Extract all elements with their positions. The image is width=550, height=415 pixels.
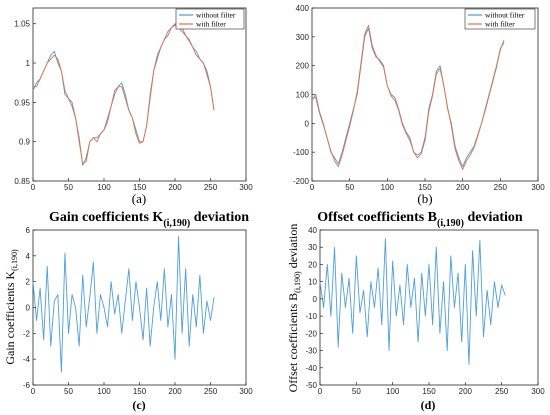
chart-a-yticks: 0.85 0.9 0.95 1 1.05	[14, 20, 36, 186]
y-tick-label: 0	[26, 304, 31, 313]
y-tick-label: 20	[308, 260, 317, 269]
chart-d-xticks: 0 50 100 150 200 250 300	[318, 382, 545, 396]
chart-c-caption: (c)	[132, 398, 145, 412]
chart-b-axes	[311, 7, 539, 182]
y-tick-label: 0	[313, 295, 318, 304]
y-tick-label: -50	[305, 381, 317, 390]
series-line-series-0	[32, 236, 215, 373]
legend-label-without-filter: without filter	[485, 11, 525, 20]
chart-a: 0 50 100 150 200 250 300 0.85 0.9 0.95 1 1.05 with…	[14, 7, 253, 206]
y-tick-label: 1	[26, 59, 31, 68]
series-line-without-filter	[32, 23, 215, 166]
y-tick-label: 4	[26, 252, 31, 261]
chart-c-yticks: -6 -4 -2 0 2 4 6	[23, 226, 36, 390]
x-tick-label: 150	[418, 183, 432, 192]
x-tick-label: 250	[204, 183, 218, 192]
y-tick-label: 0.85	[14, 177, 30, 186]
x-tick-label: 300	[239, 387, 253, 396]
legend-label-with-filter: with filter	[485, 20, 515, 29]
chart-d-axes	[319, 229, 539, 386]
x-tick-label: 50	[64, 387, 73, 396]
legend-label-without-filter: without filter	[196, 11, 236, 20]
chart-d: Offset coefficients B(i,190) deviation 0…	[286, 210, 545, 412]
x-tick-label: 200	[456, 183, 470, 192]
chart-b-xticks: 0 50 100 150 200 250 300	[310, 178, 545, 192]
y-tick-label: 10	[308, 278, 317, 287]
x-tick-label: 250	[495, 387, 509, 396]
chart-c: Gain coefficients K(i,190) deviation 0 50…	[3, 210, 253, 412]
y-tick-label: 300	[296, 33, 310, 42]
series-line-with-filter	[33, 24, 215, 165]
chart-d-lines	[319, 238, 506, 365]
y-tick-label: 100	[296, 91, 310, 100]
chart-c-ylabel: Gain coefficients K(i,190)	[3, 249, 19, 365]
x-tick-label: 50	[64, 183, 73, 192]
chart-d-yticks: -50 -40 -30 -20 -10 0 10 20 30 40	[305, 226, 323, 390]
x-tick-label: 100	[381, 183, 395, 192]
y-tick-label: 40	[308, 226, 317, 235]
y-tick-label: -200	[293, 177, 310, 186]
y-tick-label: 400	[296, 4, 310, 13]
x-tick-label: 100	[386, 387, 400, 396]
x-tick-label: 0	[31, 183, 36, 192]
x-tick-label: 200	[459, 387, 473, 396]
y-tick-label: 1.05	[14, 20, 30, 29]
y-tick-label: 6	[26, 226, 31, 235]
chart-b-legend: without filter with filter	[464, 8, 536, 30]
chart-d-caption: (d)	[421, 398, 436, 412]
y-tick-label: -100	[293, 148, 310, 157]
x-tick-label: 100	[97, 183, 111, 192]
x-tick-label: 0	[310, 183, 315, 192]
x-tick-label: 250	[494, 183, 508, 192]
chart-a-legend: without filter with filter	[175, 8, 245, 30]
y-tick-label: 0.9	[19, 138, 31, 147]
chart-c-xticks: 0 50 100 150 200 250 300	[31, 382, 253, 396]
chart-b: 0 50 100 150 200 250 300 -200 -100 0 100 200 300 400…	[293, 4, 545, 206]
x-tick-label: 300	[531, 183, 545, 192]
x-tick-label: 150	[133, 183, 147, 192]
x-tick-label: 0	[318, 387, 323, 396]
y-tick-label: -40	[305, 364, 317, 373]
x-tick-label: 50	[345, 183, 354, 192]
chart-b-yticks: -200 -100 0 100 200 300 400	[293, 4, 315, 186]
y-tick-label: 200	[296, 62, 310, 71]
y-tick-label: 0.95	[14, 98, 30, 107]
y-tick-label: 30	[308, 243, 317, 252]
y-tick-label: -30	[305, 347, 317, 356]
x-tick-label: 150	[422, 387, 436, 396]
series-line-series-0	[319, 238, 506, 365]
chart-b-caption: (b)	[417, 191, 432, 206]
x-tick-label: 250	[204, 387, 218, 396]
x-tick-label: 50	[352, 387, 361, 396]
x-tick-label: 200	[168, 387, 182, 396]
legend-label-with-filter: with filter	[196, 20, 226, 29]
y-tick-label: 2	[26, 278, 31, 287]
x-tick-label: 100	[97, 387, 111, 396]
x-tick-label: 300	[531, 387, 545, 396]
y-tick-label: -20	[305, 329, 317, 338]
y-tick-label: -4	[23, 355, 31, 364]
x-tick-label: 150	[133, 387, 147, 396]
series-line-with-filter	[311, 24, 505, 170]
y-tick-label: 0	[305, 119, 310, 128]
x-tick-label: 300	[239, 183, 253, 192]
chart-c-title: Gain coefficients K(i,190) deviation	[49, 210, 249, 229]
x-tick-label: 0	[31, 387, 36, 396]
x-tick-label: 200	[168, 183, 182, 192]
chart-d-title: Offset coefficients B(i,190) deviation	[317, 210, 523, 229]
y-tick-label: -10	[305, 312, 317, 321]
chart-a-caption: (a)	[132, 191, 146, 206]
chart-d-ylabel: Offset coefficients B(i,190) deviation	[286, 224, 302, 393]
chart-a-xticks: 0 50 100 150 200 250 300	[31, 178, 253, 192]
series-line-without-filter	[311, 27, 505, 168]
chart-b-lines	[311, 24, 505, 170]
chart-a-lines	[32, 23, 215, 166]
chart-c-lines	[32, 236, 215, 373]
y-tick-label: -6	[23, 381, 31, 390]
y-tick-label: -2	[23, 329, 31, 338]
